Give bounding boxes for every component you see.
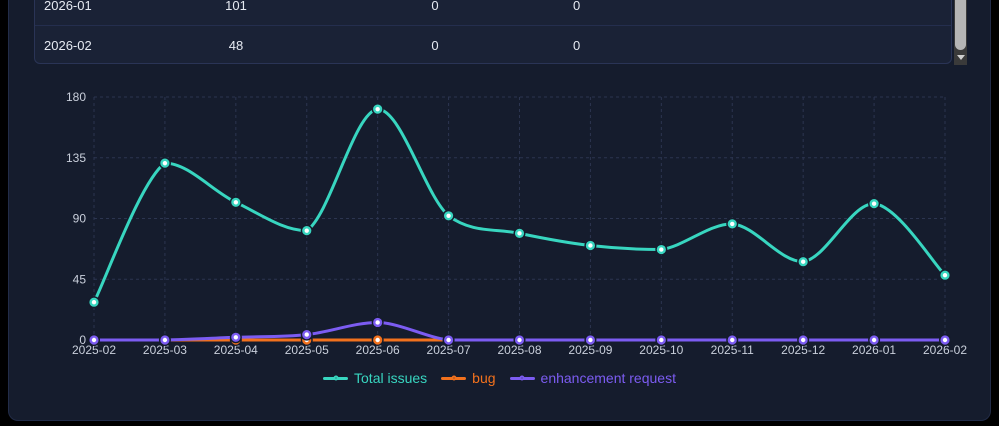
circle-marker-icon xyxy=(451,375,457,381)
legend-label: bug xyxy=(472,370,496,386)
issues-line-chart[interactable]: 0 45 90 135 180 2025-02 2025-03 2025-04 2025-05 2… xyxy=(9,85,991,365)
svg-text:2025-12: 2025-12 xyxy=(781,343,825,357)
svg-text:2025-03: 2025-03 xyxy=(143,343,187,357)
circle-marker-icon xyxy=(519,375,525,381)
line-marker-icon xyxy=(509,375,535,381)
issues-table: 2026-01 101 0 0 2026-02 48 0 0 xyxy=(34,0,952,64)
cell-total: 101 xyxy=(225,0,247,13)
circle-marker-icon xyxy=(333,375,339,381)
svg-text:135: 135 xyxy=(66,151,86,165)
legend-item-total-issues[interactable]: Total issues xyxy=(323,370,427,386)
cell-total: 48 xyxy=(228,38,244,53)
cell-enhancement: 0 xyxy=(573,38,581,53)
cell-bug: 0 xyxy=(431,0,439,13)
legend-label: enhancement request xyxy=(540,370,676,386)
dashboard-panel: 2026-01 101 0 0 2026-02 48 0 0 0 45 90 135 1… xyxy=(8,0,991,421)
cell-bug: 0 xyxy=(431,38,439,53)
legend-label: Total issues xyxy=(354,370,428,386)
svg-text:2026-01: 2026-01 xyxy=(852,343,896,357)
svg-text:2025-06: 2025-06 xyxy=(356,343,400,357)
svg-text:2025-08: 2025-08 xyxy=(497,343,541,357)
chart-canvas[interactable]: 0 45 90 135 180 2025-02 2025-03 2025-04 2025-05 2… xyxy=(9,85,991,365)
scrollbar-thumb[interactable] xyxy=(955,0,966,50)
table-row: 2026-01 101 0 0 xyxy=(35,0,951,25)
legend-item-bug[interactable]: bug xyxy=(441,370,496,386)
scroll-down-button[interactable] xyxy=(954,50,967,65)
cell-month: 2026-02 xyxy=(44,38,92,53)
svg-text:0: 0 xyxy=(79,333,86,347)
table-row: 2026-02 48 0 0 xyxy=(35,25,951,63)
legend-item-enhancement-request[interactable]: enhancement request xyxy=(509,370,676,386)
table-scrollbar[interactable] xyxy=(954,0,967,65)
line-marker-icon xyxy=(323,375,349,381)
svg-text:2025-10: 2025-10 xyxy=(639,343,683,357)
svg-text:45: 45 xyxy=(73,272,87,286)
svg-text:90: 90 xyxy=(73,212,87,226)
svg-text:2026-02: 2026-02 xyxy=(923,343,967,357)
svg-text:2025-04: 2025-04 xyxy=(214,343,258,357)
svg-text:180: 180 xyxy=(66,90,86,104)
cell-enhancement: 0 xyxy=(573,0,581,13)
svg-text:2025-11: 2025-11 xyxy=(711,343,754,357)
svg-text:2025-05: 2025-05 xyxy=(285,343,329,357)
svg-text:2025-07: 2025-07 xyxy=(427,343,471,357)
svg-text:2025-09: 2025-09 xyxy=(568,343,612,357)
chevron-down-icon xyxy=(956,55,965,60)
cell-month: 2026-01 xyxy=(44,0,92,13)
chart-legend: Total issues bug enhancement request xyxy=(9,370,990,386)
svg-text:2025-02: 2025-02 xyxy=(72,343,116,357)
line-marker-icon xyxy=(441,375,467,381)
